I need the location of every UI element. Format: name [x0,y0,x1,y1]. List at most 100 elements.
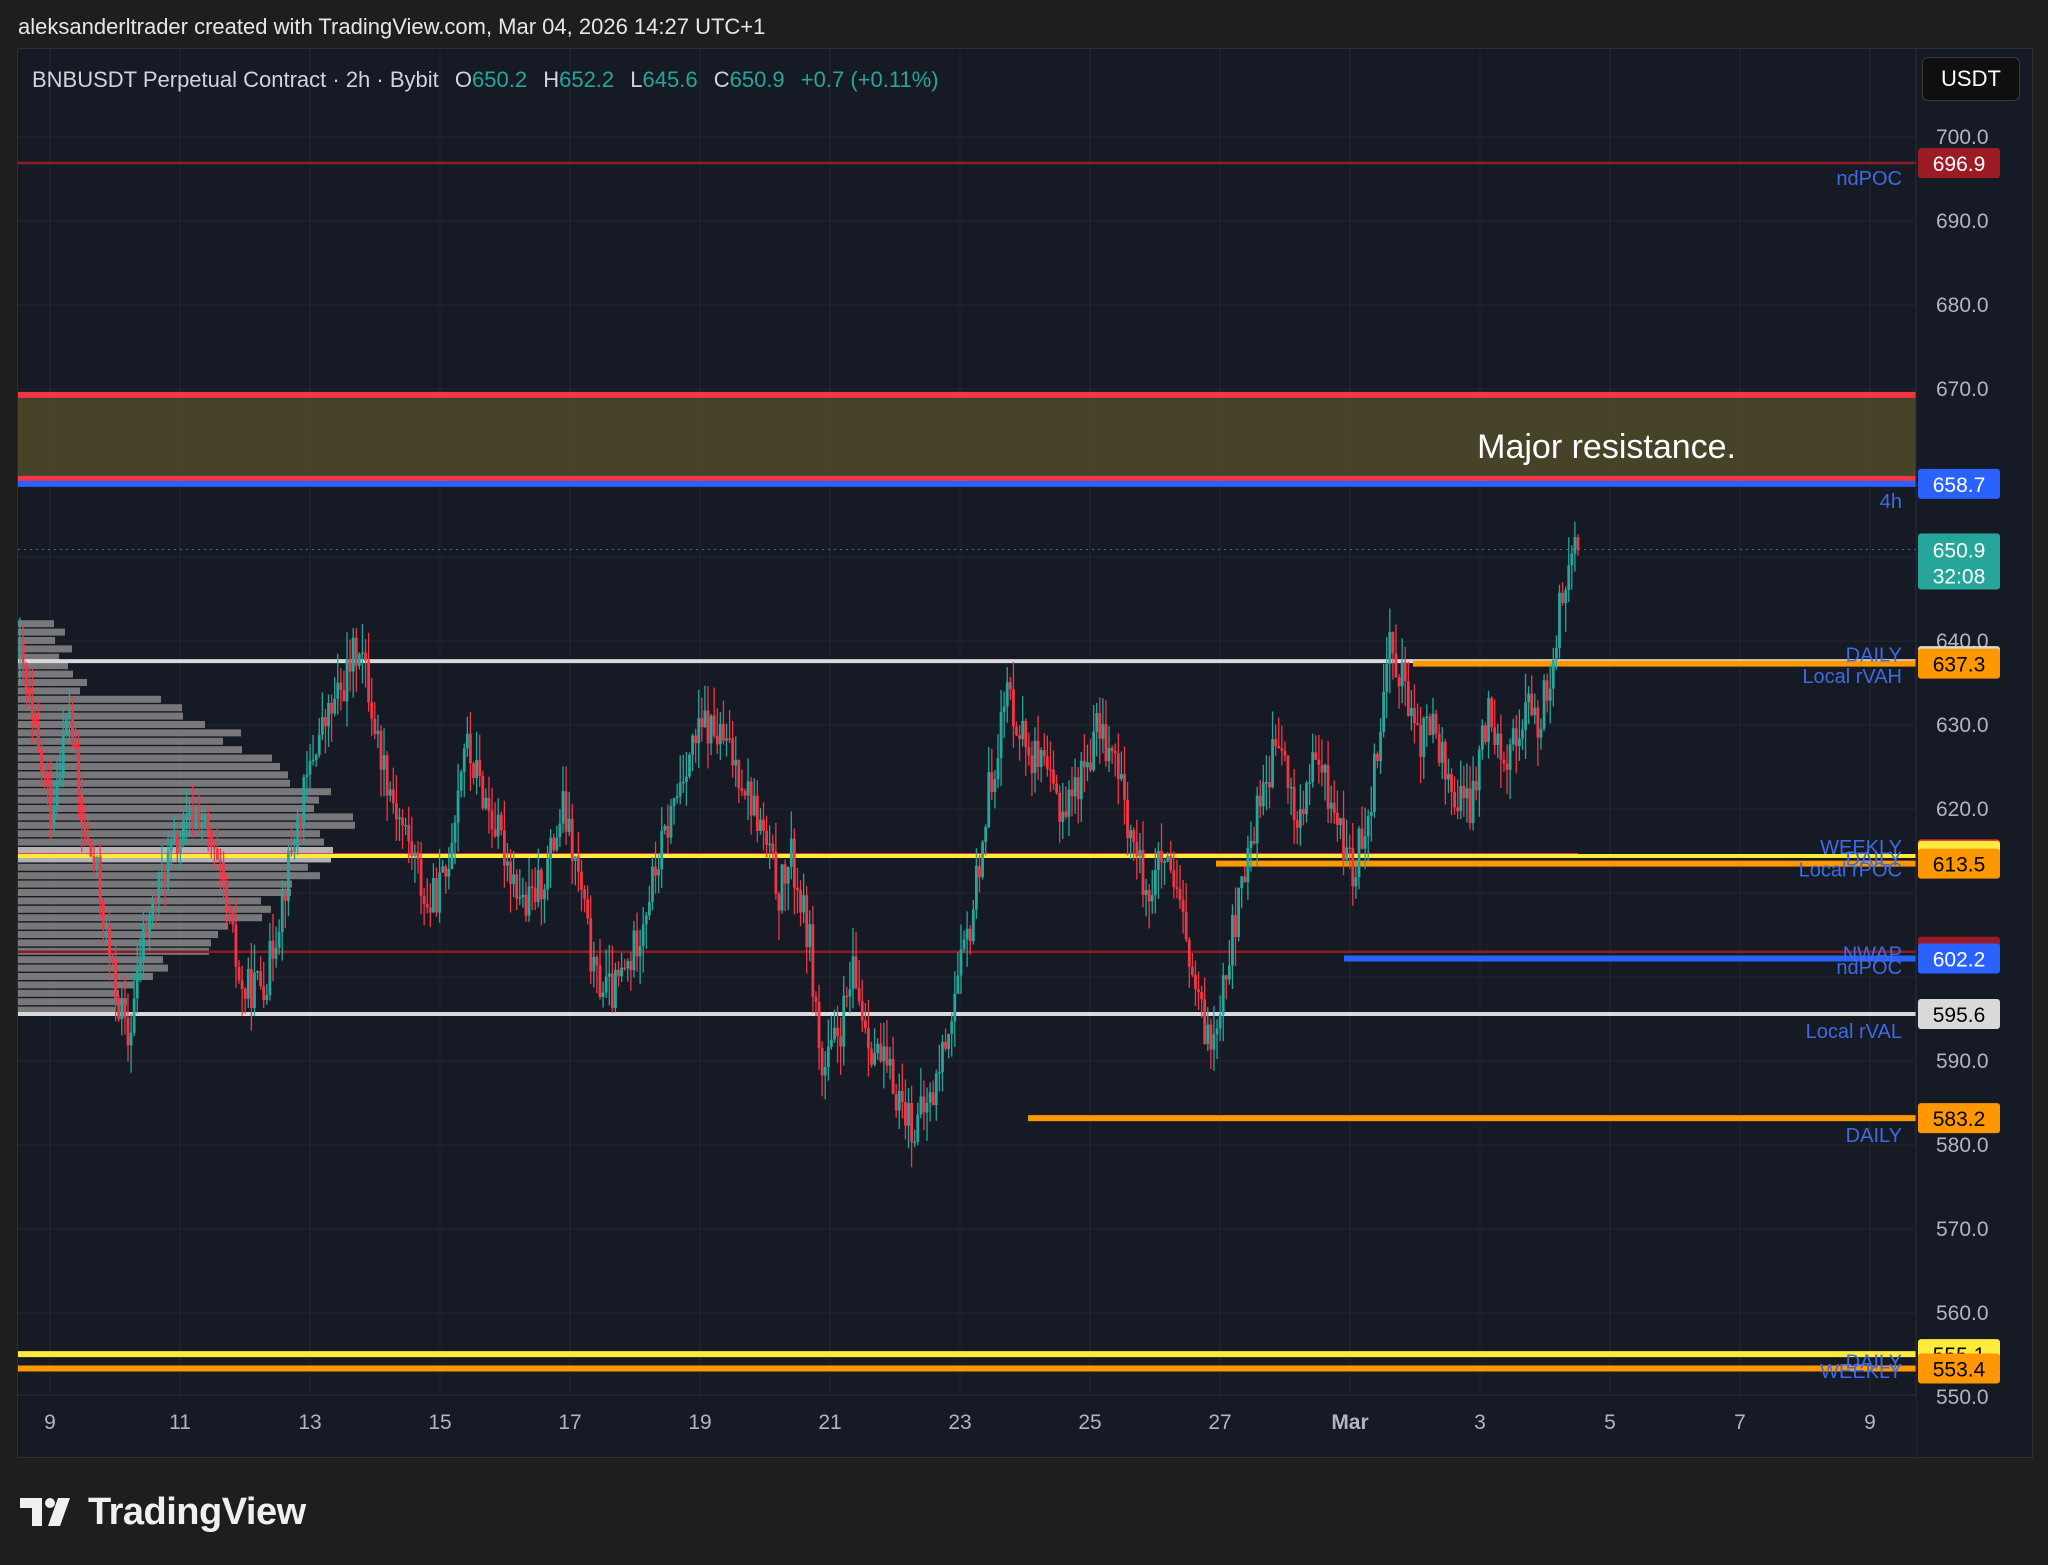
candle-body [1292,786,1296,821]
candle-body [1280,748,1284,751]
level-price-label[interactable] [1918,998,2000,1029]
level-tag: WEEKLY [1820,837,1902,859]
candle-body [1533,707,1537,716]
candle-body [678,782,682,797]
candle-body [1382,691,1386,733]
x-tick-label: 9 [1864,1411,1876,1434]
level-price-label[interactable] [1918,1103,2000,1134]
level-price-label[interactable] [1918,943,2000,974]
price-axis[interactable] [1916,49,2033,1458]
candle-body [212,847,216,849]
candle-body [388,789,392,796]
symbol-title[interactable]: BNBUSDT Perpetual Contract · 2h · Bybit [32,67,439,92]
candle-body [324,717,327,727]
volume-profile-bar [18,914,262,922]
candle-body [92,856,96,868]
candle-body [684,776,688,782]
x-tick-label: 5 [1604,1411,1616,1434]
candle-body [308,760,312,775]
y-tick-label: 700.0 [1936,126,1989,149]
candle-body [854,956,858,989]
candle-body [361,652,364,655]
last-price-label[interactable] [1918,533,2000,590]
x-tick-label: 3 [1474,1411,1486,1434]
resistance-zone[interactable] [18,394,1916,479]
candle-body [401,817,404,826]
level-price-label[interactable] [1918,648,2000,679]
candle-body [1018,735,1021,740]
candle-body [502,830,506,866]
currency-button[interactable]: USDT [1922,57,2020,101]
candle-body [561,791,565,824]
candle-body [410,841,414,857]
candle-body [52,805,56,825]
tradingview-logo[interactable]: TradingView [20,1490,306,1534]
candle-body [1372,753,1376,813]
candle-body [314,754,318,761]
candle-body [237,966,241,981]
candle-body [1496,733,1500,745]
level-price-label[interactable] [1918,1353,2000,1384]
candle-body [1101,724,1105,739]
candle-body [712,715,716,736]
volume-profile-bar [18,897,261,905]
candle-body [1005,682,1009,707]
x-tick-label: 17 [558,1411,581,1434]
candle-body [225,881,229,907]
candle-body [953,993,957,1022]
level-price-label[interactable] [1918,848,2000,879]
candle-body [1502,759,1506,764]
candle-body [1129,830,1133,839]
candle-body [916,1114,920,1142]
candle-body [1539,728,1543,738]
volume-profile-bar [18,989,119,997]
candle-body [1471,780,1475,824]
level-tag: Local rVAH [1802,666,1902,688]
volume-profile-bar [18,796,319,804]
candle-body [428,907,432,913]
candle-body [348,659,352,672]
time-axis[interactable] [18,1395,1916,1458]
y-tick-label: 590.0 [1936,1050,1989,1073]
candle-body [894,1094,898,1111]
candle-body [836,1027,839,1036]
level-tag: DAILY [1846,645,1902,667]
candle-body [1555,647,1558,661]
last-price-text: 650.9 [1933,539,1986,562]
candle-body [1163,861,1166,863]
candles[interactable] [18,521,1580,1168]
resistance-annotation[interactable]: Major resistance. [1477,428,1736,466]
candle-body [1443,741,1447,780]
candle-body [1431,713,1435,735]
candle-body [814,996,818,1002]
level-price-label[interactable] [1918,148,2000,179]
chart-panel[interactable]: Major resistance. 700.0 690.0 680.0 670.0 640… [17,48,2033,1458]
price-chart[interactable]: Major resistance.700.0690.0680.0670.0640… [18,49,2033,1458]
candle-body [1092,731,1096,771]
level-price-text: 583.2 [1933,1108,1986,1131]
candle-body [1576,537,1580,550]
candle-body [43,771,47,775]
candle-body [1252,840,1256,844]
candle-body [595,956,599,966]
candle-body [962,939,966,950]
candle-body [543,889,546,900]
level-price-label[interactable] [1918,468,2000,499]
candle-body [1406,680,1410,716]
candle-body [432,878,435,913]
candle-body [715,735,719,745]
candle-body [1348,847,1352,850]
candle-body [1073,777,1077,797]
candle-body [1079,760,1083,800]
candle-body [1015,726,1018,736]
candle-body [1190,966,1194,976]
candle-body [394,803,398,820]
candle-body [1323,764,1327,773]
candle-body [1397,677,1401,687]
candle-body [996,758,1000,780]
volume-profile-bar [18,637,55,644]
candle-body [882,1046,886,1062]
candle-body [108,925,111,956]
candle-body [1166,855,1170,862]
